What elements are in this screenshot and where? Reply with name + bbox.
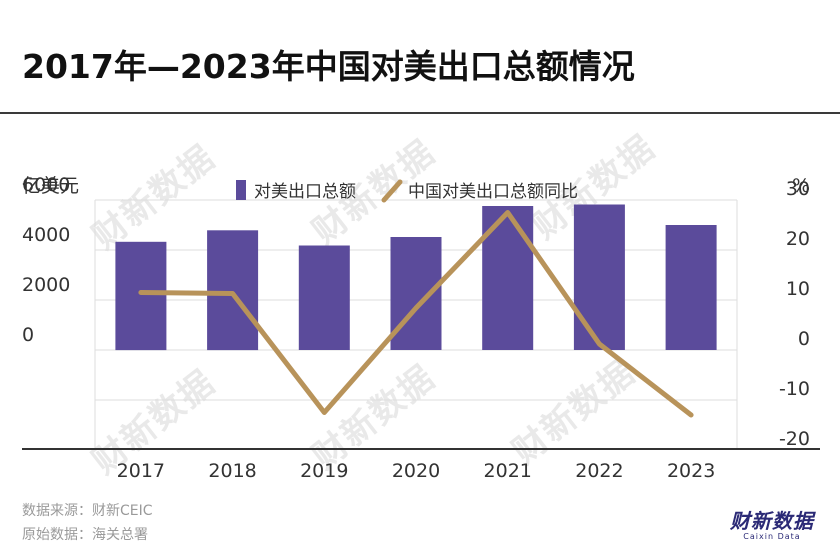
left-tick-label: 6000 — [22, 174, 70, 196]
grid-layer — [94, 199, 738, 449]
left-tick-label: 2000 — [22, 274, 70, 296]
right-tick-label: -20 — [779, 428, 810, 450]
axis-layer: 2017 2018 2019 2020 2021 2022 2023600040002000… — [22, 174, 820, 482]
logo-text: 财新数据 — [730, 509, 814, 533]
bar-2017 — [115, 241, 167, 351]
x-tick-label: 2017 — [117, 460, 165, 482]
legend-swatch-bar — [236, 180, 246, 200]
bar-2020 — [390, 237, 442, 350]
right-tick-label: 20 — [786, 228, 810, 250]
x-tick-label: 2018 — [208, 460, 256, 482]
original-data-note: 原始数据：海关总署 — [22, 527, 148, 543]
legend: 对美出口总额 中国对美出口总额同比 — [236, 179, 578, 203]
legend-label-line: 中国对美出口总额同比 — [408, 182, 578, 202]
bar-2018 — [207, 230, 259, 351]
caixin-data-logo: 财新数据 Caixin Data — [722, 510, 822, 542]
data-source-note: 数据来源：财新CEIC — [22, 503, 153, 519]
chart-title: 2017年—2023年中国对美出口总额情况 — [22, 47, 635, 86]
x-tick-label: 2020 — [392, 460, 440, 482]
right-tick-label: 10 — [786, 278, 810, 300]
right-tick-label: -10 — [779, 378, 810, 400]
right-tick-label: 30 — [786, 178, 810, 200]
legend-label-bar: 对美出口总额 — [254, 182, 356, 202]
right-tick-label: 0 — [798, 328, 810, 350]
x-tick-label: 2019 — [300, 460, 348, 482]
x-tick-label: 2023 — [667, 460, 715, 482]
left-tick-label: 4000 — [22, 224, 70, 246]
x-tick-label: 2021 — [484, 460, 532, 482]
left-tick-label: 0 — [22, 324, 34, 346]
x-tick-label: 2022 — [575, 460, 623, 482]
logo-subtext: Caixin Data — [743, 532, 801, 541]
left-axis-unit: 亿美元 — [22, 175, 79, 197]
legend-swatch-line — [381, 179, 403, 203]
bar-2019 — [298, 245, 350, 350]
bar-2022 — [573, 204, 625, 350]
line-layer — [138, 210, 694, 418]
bar-2023 — [665, 225, 717, 350]
right-axis-unit: % — [792, 175, 810, 197]
bars-layer — [115, 204, 717, 351]
title-divider — [0, 112, 840, 114]
